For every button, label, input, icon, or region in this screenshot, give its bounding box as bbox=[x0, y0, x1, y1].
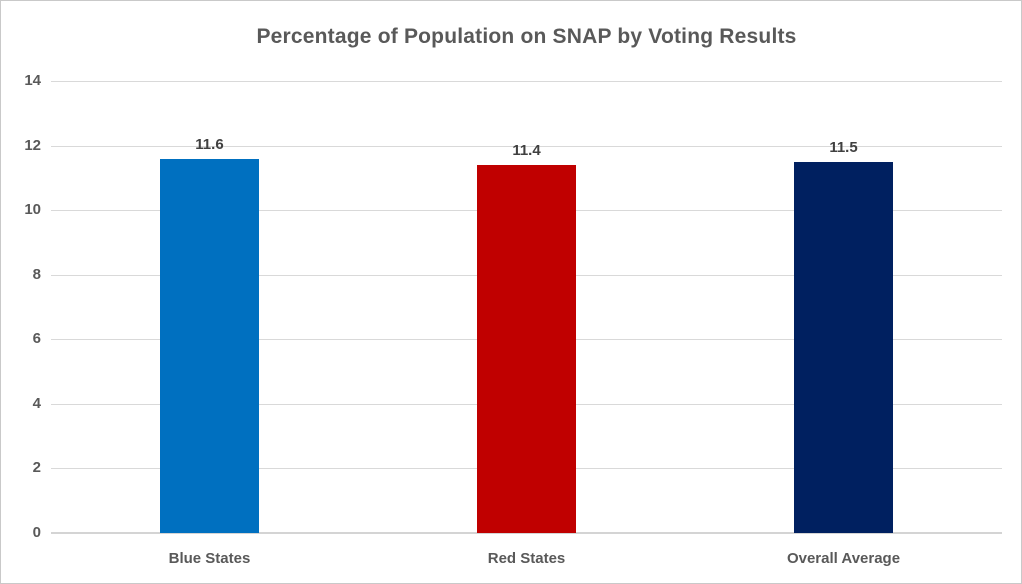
bar-value-label-1: 11.4 bbox=[512, 141, 541, 159]
y-tick-label-10: 10 bbox=[24, 201, 41, 219]
gridline-y-0 bbox=[51, 532, 1002, 534]
bar-overall-average bbox=[794, 161, 893, 533]
y-tick-label-2: 2 bbox=[32, 459, 41, 477]
x-category-label-2: Overall Average bbox=[786, 550, 901, 567]
bar-blue-states bbox=[159, 158, 259, 533]
y-tick-label-0: 0 bbox=[32, 524, 41, 541]
gridline-y-14 bbox=[51, 81, 1002, 82]
gridline-y-12 bbox=[51, 145, 1002, 147]
x-axis: Blue States Red States Overall Average bbox=[51, 547, 1002, 571]
chart-title: Percentage of Population on SNAP by Voti… bbox=[256, 25, 797, 48]
y-tick-label-4: 4 bbox=[32, 394, 41, 412]
bar-value-label-2: 11.5 bbox=[829, 138, 858, 156]
x-category-label-0: Blue States bbox=[168, 550, 251, 567]
bar-red-states bbox=[477, 164, 576, 533]
y-tick-label-6: 6 bbox=[32, 330, 41, 348]
y-tick-label-14: 14 bbox=[24, 72, 41, 89]
bar-value-label-0: 11.6 bbox=[195, 135, 224, 153]
y-tick-label-8: 8 bbox=[32, 265, 41, 283]
y-axis: 0 2 4 6 8 10 12 14 bbox=[1, 72, 41, 541]
x-category-label-1: Red States bbox=[487, 550, 566, 567]
y-tick-label-12: 12 bbox=[24, 136, 41, 154]
plot-area: 11.6 11.4 11.5 bbox=[51, 81, 1002, 534]
